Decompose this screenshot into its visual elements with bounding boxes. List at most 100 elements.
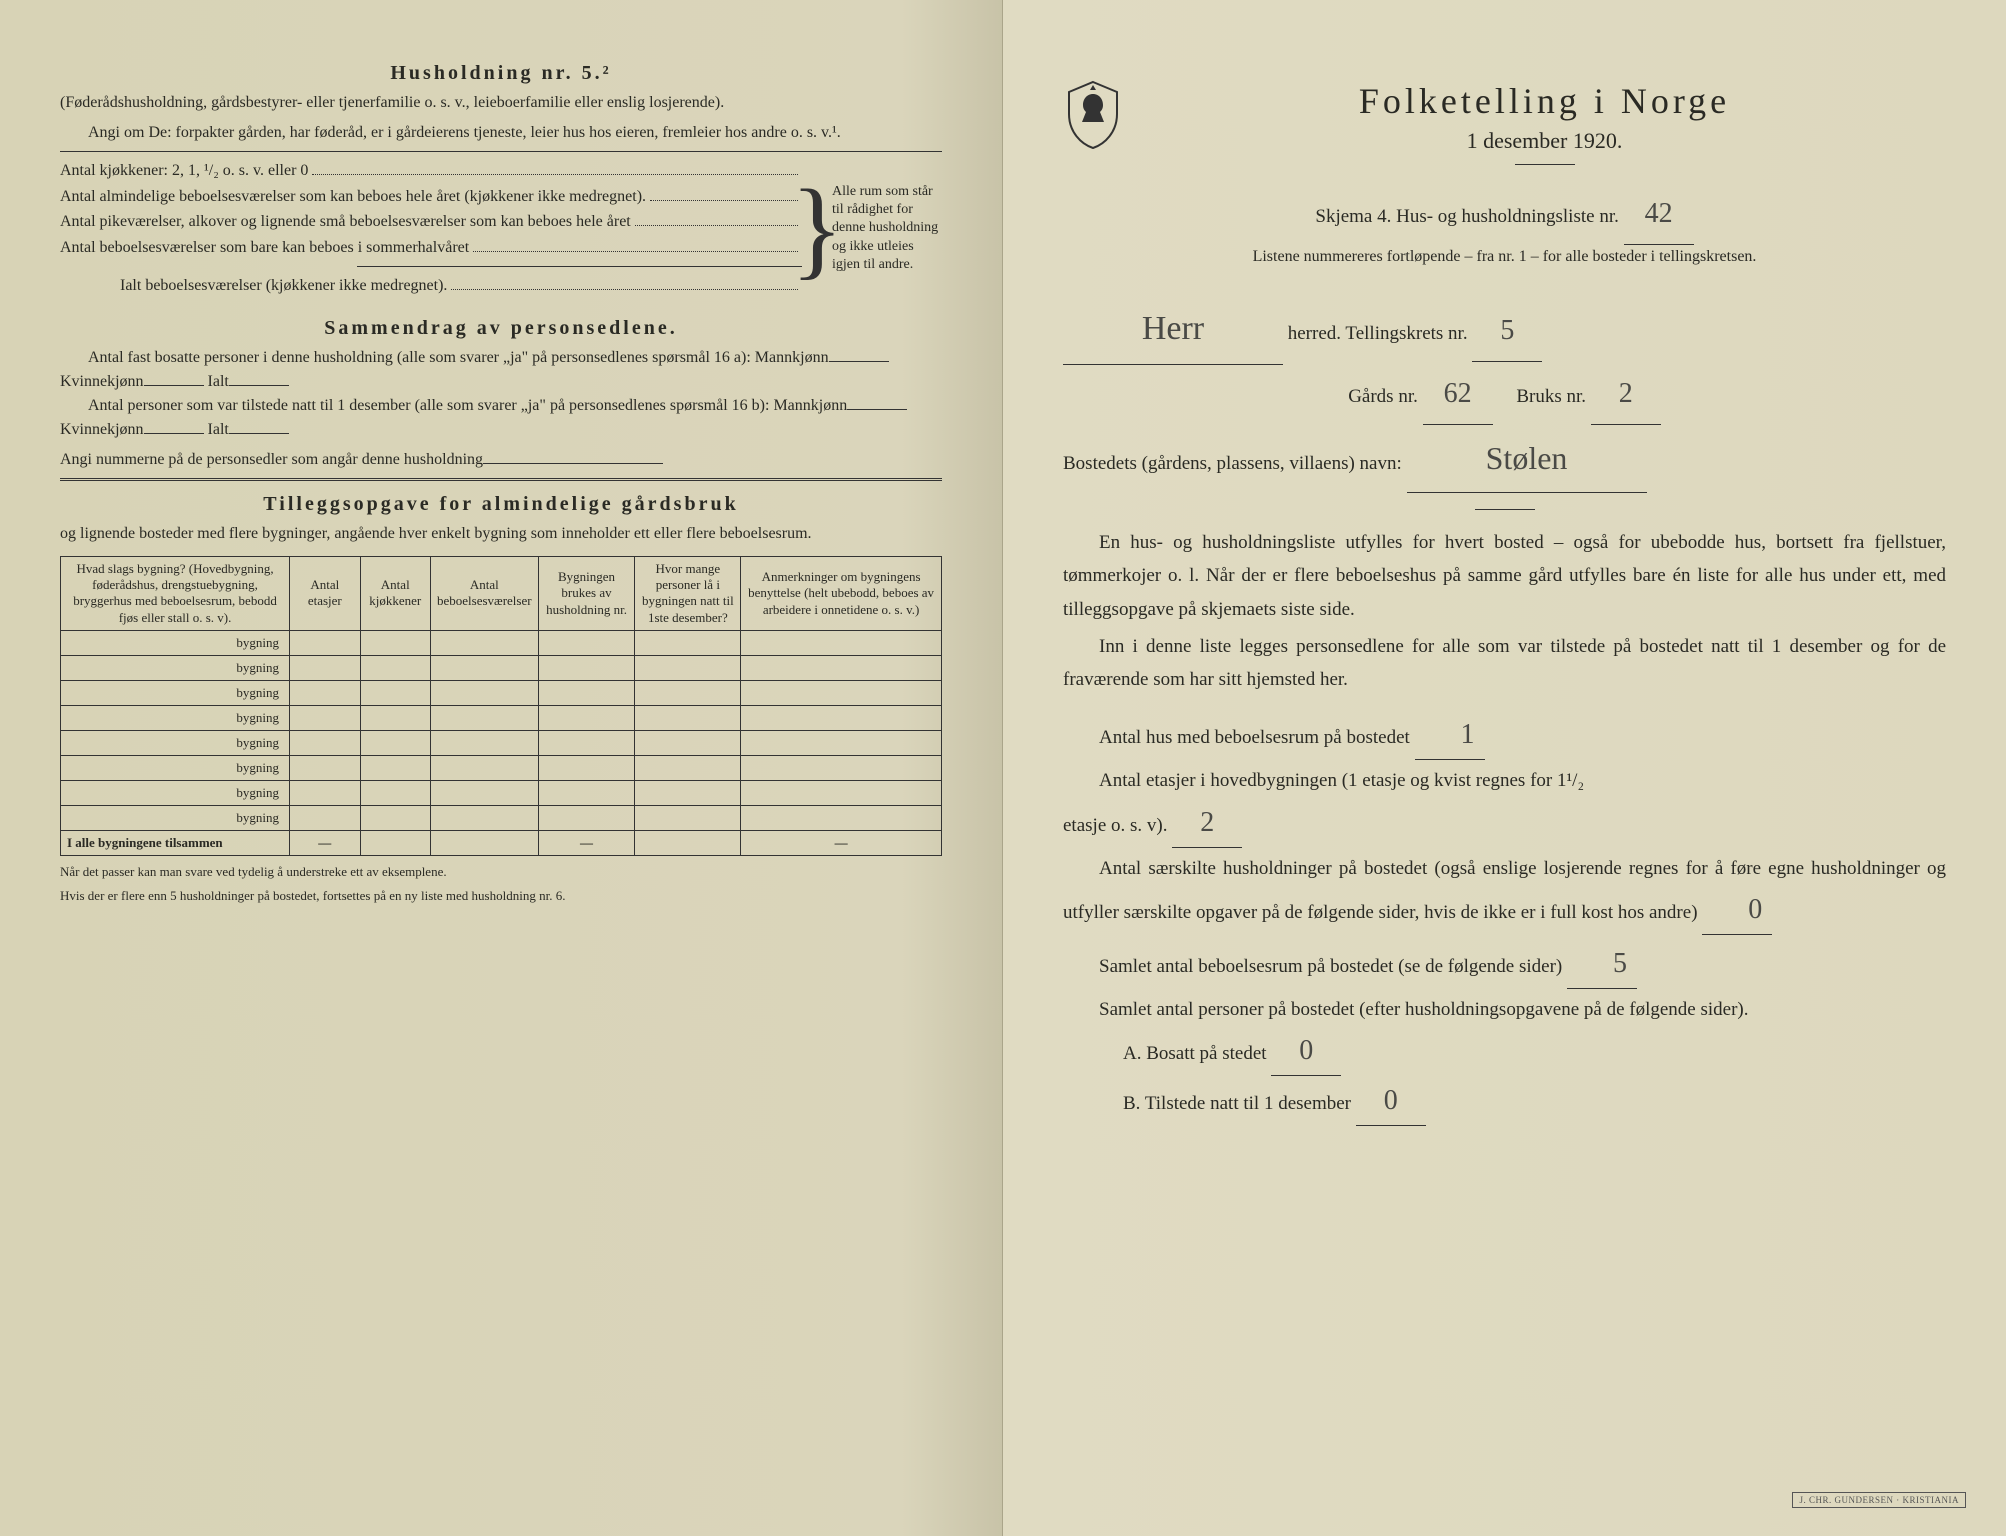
room-ialt: Ialt beboelsesværelser (kjøkkener ikke m… — [60, 273, 802, 299]
label: Antal hus med beboelsesrum på bostedet — [1099, 727, 1410, 748]
para2: Inn i denne liste legges personsedlene f… — [1063, 630, 1946, 697]
listene-note: Listene nummereres fortløpende – fra nr.… — [1063, 245, 1946, 269]
room-pike: Antal pikeværelser, alkover og lignende … — [60, 209, 802, 235]
room-sommer: Antal beboelsesværelser som bare kan beb… — [60, 235, 802, 261]
table-row: bygning — [61, 630, 942, 655]
rule — [60, 151, 942, 152]
row-label: bygning — [61, 730, 290, 755]
bygning-table: Hvad slags bygning? (Hovedbygning, føder… — [60, 556, 942, 856]
blank — [229, 385, 289, 386]
right-page: Folketelling i Norge 1 desember 1920. Sk… — [1003, 0, 2006, 1536]
brace-note: Alle rum som står til rådighet for denne… — [832, 158, 942, 299]
krets-nr-value: 5 — [1472, 302, 1542, 362]
label: Gårds nr. — [1348, 386, 1418, 407]
dash: — — [290, 830, 360, 855]
text: Ialt — [208, 373, 229, 390]
label: Skjema 4. Hus- og husholdningsliste nr. — [1315, 206, 1618, 227]
bygning-rows: bygning bygning bygning bygning bygning … — [61, 630, 942, 855]
double-rule — [60, 478, 942, 481]
husholdning-5-desc: (Føderådshusholdning, gårdsbestyrer- ell… — [60, 91, 942, 115]
q4: Samlet antal beboelsesrum på bostedet (s… — [1063, 939, 1946, 989]
q2-value: 2 — [1172, 798, 1242, 848]
sammendrag-title: Sammendrag av personsedlene. — [60, 317, 942, 340]
rooms-group: Antal kjøkkener: 2, 1, ¹/₂ o. s. v. elle… — [60, 158, 942, 299]
table-row: bygning — [61, 805, 942, 830]
row-label: bygning — [61, 780, 290, 805]
label: etasje o. s. v). — [1063, 815, 1167, 836]
rule — [357, 266, 802, 267]
table-row: bygning — [61, 705, 942, 730]
label: Antal almindelige beboelsesværelser som … — [60, 184, 646, 210]
row-label: bygning — [61, 680, 290, 705]
table-row: bygning — [61, 755, 942, 780]
census-date: 1 desember 1920. — [1143, 128, 1946, 154]
sammen-line1: Antal fast bosatte personer i denne hush… — [60, 346, 942, 394]
col-personer: Hvor mange personer lå i bygningen natt … — [635, 556, 741, 630]
row-label: bygning — [61, 755, 290, 780]
left-page: Husholdning nr. 5.² (Føderådshusholdning… — [0, 0, 1003, 1536]
document-spread: Husholdning nr. 5.² (Føderådshusholdning… — [0, 0, 2006, 1536]
gards-nr-value: 62 — [1423, 365, 1493, 425]
q3-value: 0 — [1702, 885, 1772, 935]
qA-value: 0 — [1271, 1026, 1341, 1076]
dotted-leader — [312, 161, 798, 175]
dotted-leader — [473, 237, 798, 251]
table-row: bygning — [61, 680, 942, 705]
questions: Antal hus med beboelsesrum på bostedet 1… — [1063, 710, 1946, 1126]
text: Kvinnekjønn — [60, 373, 144, 390]
label: Antal etasjer i hovedbygningen (1 etasje… — [1099, 770, 1584, 791]
room-alm: Antal almindelige beboelsesværelser som … — [60, 184, 802, 210]
qA: A. Bosatt på stedet 0 — [1063, 1026, 1946, 1076]
col-anm: Anmerkninger om bygningens benyttelse (h… — [741, 556, 942, 630]
blank — [483, 463, 663, 464]
bosted-value: Stølen — [1407, 425, 1647, 493]
label: A. Bosatt på stedet — [1123, 1043, 1267, 1064]
row-label: bygning — [61, 805, 290, 830]
printer-stamp: J. CHR. GUNDERSEN · KRISTIANIA — [1792, 1492, 1966, 1508]
blank — [829, 361, 889, 362]
label: Antal pikeværelser, alkover og lignende … — [60, 209, 631, 235]
text: Ialt — [208, 421, 229, 438]
label: Antal beboelsesværelser som bare kan beb… — [60, 235, 469, 261]
table-row: bygning — [61, 730, 942, 755]
tillegg-title: Tilleggsopgave for almindelige gårdsbruk — [60, 493, 942, 516]
label: Bruks nr. — [1516, 386, 1586, 407]
label: Ialt beboelsesværelser (kjøkkener ikke m… — [120, 273, 447, 299]
q1-value: 1 — [1415, 710, 1485, 760]
col-bebo: Antal beboelsesværelser — [430, 556, 538, 630]
q2: Antal etasjer i hovedbygningen (1 etasje… — [1063, 764, 1946, 797]
qB-value: 0 — [1356, 1076, 1426, 1126]
row-label: bygning — [61, 655, 290, 680]
gards-line: Gårds nr. 62 Bruks nr. 2 — [1063, 365, 1946, 425]
q4-value: 5 — [1567, 939, 1637, 989]
sammen-nums: Angi nummerne på de personsedler som ang… — [60, 448, 942, 472]
dotted-leader — [451, 276, 798, 290]
col-kjokken: Antal kjøkkener — [360, 556, 430, 630]
label: Antal særskilte husholdninger på bostede… — [1063, 858, 1946, 923]
label: B. Tilstede natt til 1 desember — [1123, 1093, 1351, 1114]
q3: Antal særskilte husholdninger på bostede… — [1063, 852, 1946, 935]
census-title: Folketelling i Norge — [1143, 80, 1946, 122]
tillegg-desc: og lignende bosteder med flere bygninger… — [60, 522, 942, 546]
sum-row: I alle bygningene tilsammen — — — — [61, 830, 942, 855]
blank — [144, 385, 204, 386]
sammen-line2: Antal personer som var tilstede natt til… — [60, 394, 942, 442]
husholdning-5-title: Husholdning nr. 5.² — [60, 62, 942, 85]
label: Bostedets (gårdens, plassens, villaens) … — [1063, 453, 1402, 474]
right-header: Folketelling i Norge 1 desember 1920. — [1063, 80, 1946, 175]
text: Antal fast bosatte personer i denne hush… — [88, 349, 829, 366]
para1: En hus- og husholdningsliste utfylles fo… — [1063, 526, 1946, 626]
dash: — — [741, 830, 942, 855]
text: Antal personer som var tilstede natt til… — [88, 397, 847, 414]
row-label: bygning — [61, 705, 290, 730]
herred-value: Herr — [1063, 293, 1283, 365]
curly-brace-icon: } — [808, 158, 826, 299]
text: Kvinnekjønn — [60, 421, 144, 438]
footnote-1: Når det passer kan man svare ved tydelig… — [60, 864, 942, 880]
text: Angi nummerne på de personsedler som ang… — [60, 451, 483, 468]
sum-label: I alle bygningene tilsammen — [61, 830, 290, 855]
husholdning-5-angi: Angi om De: forpakter gården, har føderå… — [60, 121, 942, 145]
liste-nr-value: 42 — [1624, 185, 1694, 245]
q1: Antal hus med beboelsesrum på bostedet 1 — [1063, 710, 1946, 760]
bruks-nr-value: 2 — [1591, 365, 1661, 425]
